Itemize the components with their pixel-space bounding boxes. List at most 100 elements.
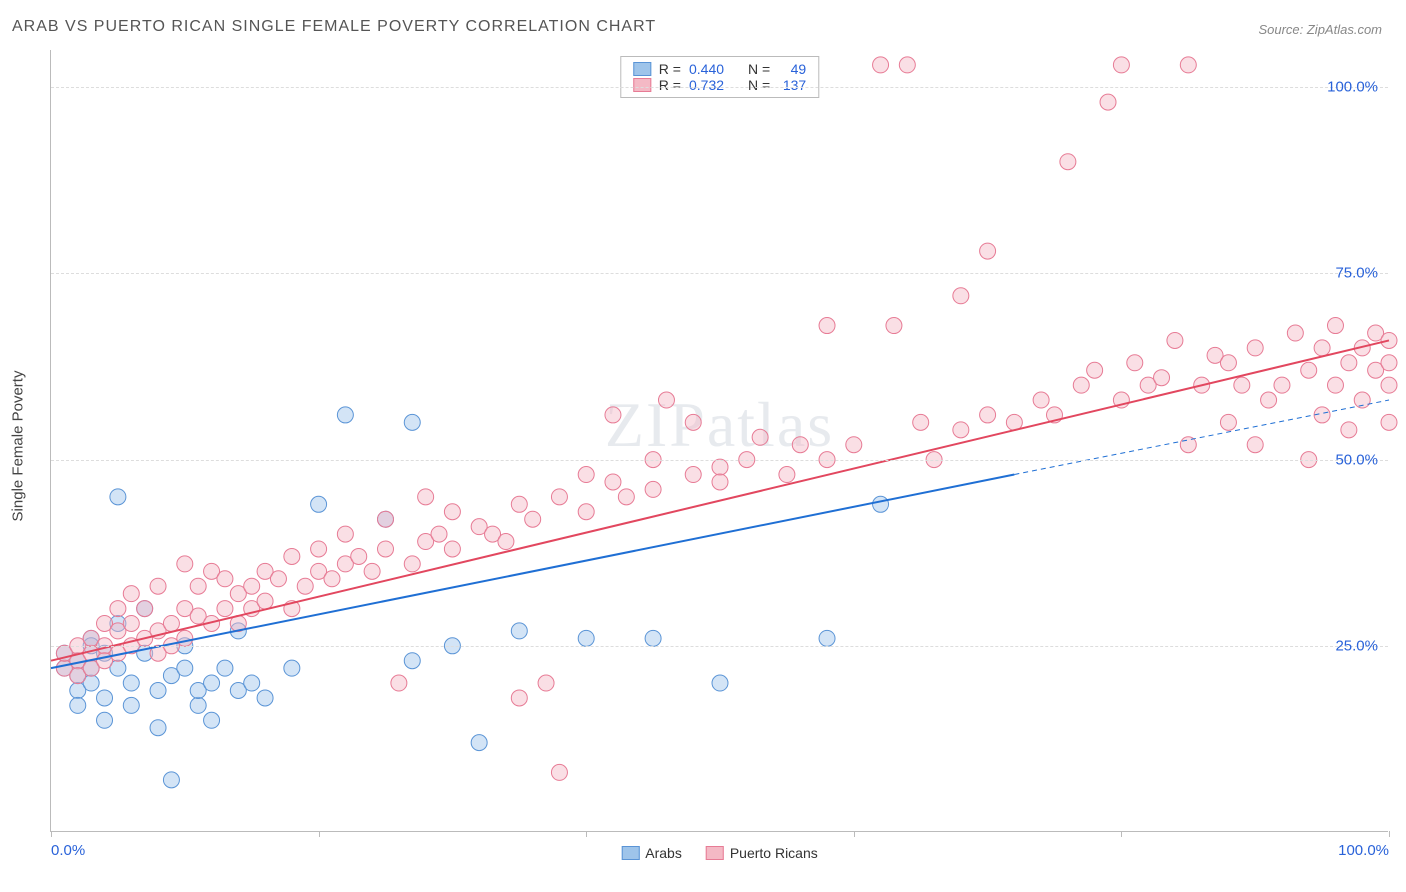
scatter-point <box>217 601 233 617</box>
swatch-puertoricans <box>706 846 724 860</box>
scatter-point <box>257 690 273 706</box>
scatter-point <box>364 563 380 579</box>
scatter-point <box>538 675 554 691</box>
scatter-point <box>953 422 969 438</box>
scatter-point <box>525 511 541 527</box>
scatter-point <box>1113 57 1129 73</box>
scatter-point <box>819 630 835 646</box>
source-attribution: Source: ZipAtlas.com <box>1258 22 1382 37</box>
y-tick-label: 25.0% <box>1335 637 1378 654</box>
scatter-point <box>324 571 340 587</box>
scatter-point <box>284 660 300 676</box>
scatter-point <box>123 615 139 631</box>
scatter-point <box>177 556 193 572</box>
scatter-point <box>645 630 661 646</box>
scatter-point <box>1234 377 1250 393</box>
scatter-point <box>1073 377 1089 393</box>
y-tick-label: 50.0% <box>1335 451 1378 468</box>
scatter-point <box>1261 392 1277 408</box>
scatter-point <box>257 593 273 609</box>
scatter-point <box>177 630 193 646</box>
scatter-point <box>578 467 594 483</box>
scatter-point <box>712 459 728 475</box>
scatter-point <box>391 675 407 691</box>
scatter-point <box>1287 325 1303 341</box>
scatter-point <box>190 697 206 713</box>
scatter-point <box>712 474 728 490</box>
scatter-point <box>1301 362 1317 378</box>
scatter-point <box>1327 377 1343 393</box>
scatter-point <box>792 437 808 453</box>
scatter-point <box>1220 414 1236 430</box>
scatter-point <box>980 243 996 259</box>
scatter-point <box>1327 318 1343 334</box>
scatter-point <box>779 467 795 483</box>
scatter-point <box>980 407 996 423</box>
regression-line <box>51 340 1389 660</box>
scatter-point <box>1220 355 1236 371</box>
scatter-point <box>337 526 353 542</box>
swatch-arabs <box>621 846 639 860</box>
scatter-point <box>953 288 969 304</box>
scatter-point <box>511 623 527 639</box>
scatter-point <box>123 675 139 691</box>
chart-title: ARAB VS PUERTO RICAN SINGLE FEMALE POVER… <box>12 18 656 36</box>
scatter-point <box>378 541 394 557</box>
scatter-point <box>1100 94 1116 110</box>
scatter-point <box>123 697 139 713</box>
scatter-point <box>471 735 487 751</box>
x-tick-label: 0.0% <box>51 842 85 859</box>
scatter-point <box>70 697 86 713</box>
scatter-point <box>899 57 915 73</box>
scatter-point <box>351 548 367 564</box>
scatter-point <box>311 496 327 512</box>
scatter-point <box>645 481 661 497</box>
scatter-point <box>1060 154 1076 170</box>
scatter-point <box>1247 340 1263 356</box>
y-tick-label: 100.0% <box>1327 79 1378 96</box>
scatter-point <box>270 571 286 587</box>
scatter-point <box>712 675 728 691</box>
legend-label-puertoricans: Puerto Ricans <box>730 845 818 861</box>
scatter-point <box>511 496 527 512</box>
x-tick-label: 100.0% <box>1338 842 1389 859</box>
y-axis-label: Single Female Poverty <box>10 371 27 522</box>
scatter-point <box>404 414 420 430</box>
regression-line-extension <box>1014 400 1389 474</box>
scatter-point <box>297 578 313 594</box>
scatter-point <box>123 586 139 602</box>
scatter-point <box>431 526 447 542</box>
plot-svg <box>51 50 1388 831</box>
y-tick-label: 75.0% <box>1335 265 1378 282</box>
scatter-point <box>97 712 113 728</box>
scatter-point <box>578 630 594 646</box>
scatter-point <box>150 720 166 736</box>
scatter-point <box>1247 437 1263 453</box>
scatter-point <box>163 615 179 631</box>
scatter-point <box>404 556 420 572</box>
scatter-point <box>137 601 153 617</box>
scatter-point <box>1381 414 1397 430</box>
scatter-point <box>1154 370 1170 386</box>
scatter-point <box>1274 377 1290 393</box>
scatter-point <box>551 764 567 780</box>
scatter-point <box>204 712 220 728</box>
scatter-point <box>404 653 420 669</box>
scatter-point <box>1180 57 1196 73</box>
scatter-point <box>150 578 166 594</box>
scatter-point <box>1341 422 1357 438</box>
scatter-point <box>1127 355 1143 371</box>
scatter-point <box>819 318 835 334</box>
legend-item-arabs: Arabs <box>621 845 682 861</box>
scatter-point <box>498 534 514 550</box>
scatter-point <box>551 489 567 505</box>
legend-item-puertoricans: Puerto Ricans <box>706 845 818 861</box>
scatter-point <box>1167 332 1183 348</box>
scatter-point <box>1087 362 1103 378</box>
scatter-point <box>578 504 594 520</box>
scatter-point <box>1341 355 1357 371</box>
legend-label-arabs: Arabs <box>645 845 682 861</box>
scatter-point <box>1314 340 1330 356</box>
scatter-point <box>204 675 220 691</box>
scatter-point <box>846 437 862 453</box>
